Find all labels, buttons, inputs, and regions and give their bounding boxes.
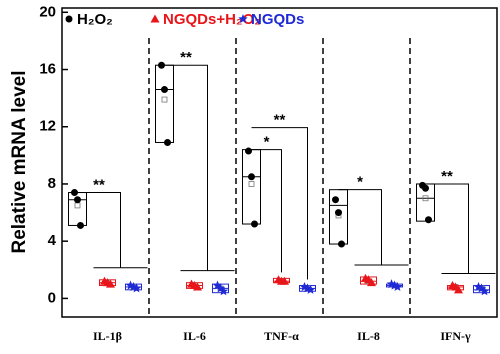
data-point (128, 281, 139, 291)
y-tick-label: 12 (39, 118, 56, 135)
mean (74, 202, 81, 209)
data-point (367, 278, 376, 287)
significance-label: * (264, 134, 270, 151)
data-point (245, 147, 252, 155)
significance-label: * (357, 174, 363, 191)
significance-bracket (425, 183, 496, 275)
legend-marker (65, 15, 73, 23)
data-point (454, 285, 463, 294)
data-point (248, 173, 255, 181)
x-tick-label: IL-8 (357, 329, 380, 343)
box (329, 189, 348, 245)
data-point (422, 184, 429, 192)
data-point (251, 220, 258, 228)
significance-label: ** (93, 177, 105, 194)
significance-bracket (251, 127, 308, 280)
data-point (215, 283, 226, 293)
data-point (305, 284, 316, 294)
y-tick-label: 4 (48, 232, 57, 249)
data-point (218, 286, 229, 296)
x-tick-label: IL-1β (93, 329, 122, 343)
data-point (476, 283, 487, 293)
data-point (425, 216, 432, 224)
data-point (338, 240, 345, 248)
data-point (164, 138, 171, 146)
data-point (280, 276, 289, 285)
data-point (302, 283, 313, 293)
y-tick-label: 16 (39, 60, 56, 77)
legend-label: H₂O₂ (77, 11, 113, 28)
mean (422, 195, 429, 202)
data-point (106, 279, 115, 288)
plot-frame (61, 7, 498, 318)
significance-label: ** (180, 49, 192, 66)
data-point (131, 283, 142, 293)
data-point (392, 281, 403, 291)
data-point (479, 286, 490, 296)
data-point (158, 61, 165, 69)
y-tick-label: 20 (39, 3, 56, 20)
significance-bracket (164, 64, 235, 272)
data-point (299, 281, 310, 291)
x-tick-label: IFN-γ (440, 329, 471, 343)
data-point (77, 221, 84, 229)
data-point (389, 280, 400, 290)
data-point (332, 196, 339, 204)
y-axis-label: Relative mRNA level (9, 70, 30, 253)
significance-bracket (251, 149, 282, 273)
data-point (212, 280, 223, 290)
data-point (193, 282, 202, 291)
box (155, 64, 174, 143)
y-tick-label: 0 (48, 289, 56, 306)
significance-bracket (77, 192, 148, 269)
legend-marker (238, 14, 248, 24)
data-point (74, 196, 81, 204)
x-tick-label: TNF-α (264, 329, 299, 343)
legend-label: NGQDs+H₂O₂ (163, 11, 261, 28)
significance-label: ** (274, 112, 286, 129)
data-point (161, 86, 168, 94)
legend-label: NGQDs (251, 11, 304, 28)
data-point (473, 281, 484, 291)
data-point (386, 279, 397, 289)
data-point (335, 209, 342, 217)
y-tick-label: 8 (48, 175, 56, 192)
mean (248, 181, 255, 187)
data-point (125, 280, 136, 290)
mean (161, 96, 168, 103)
legend-marker (150, 14, 160, 23)
x-tick-label: IL-6 (183, 329, 206, 343)
significance-bracket (338, 189, 409, 266)
significance-label: ** (441, 168, 453, 185)
data-point (71, 189, 78, 197)
